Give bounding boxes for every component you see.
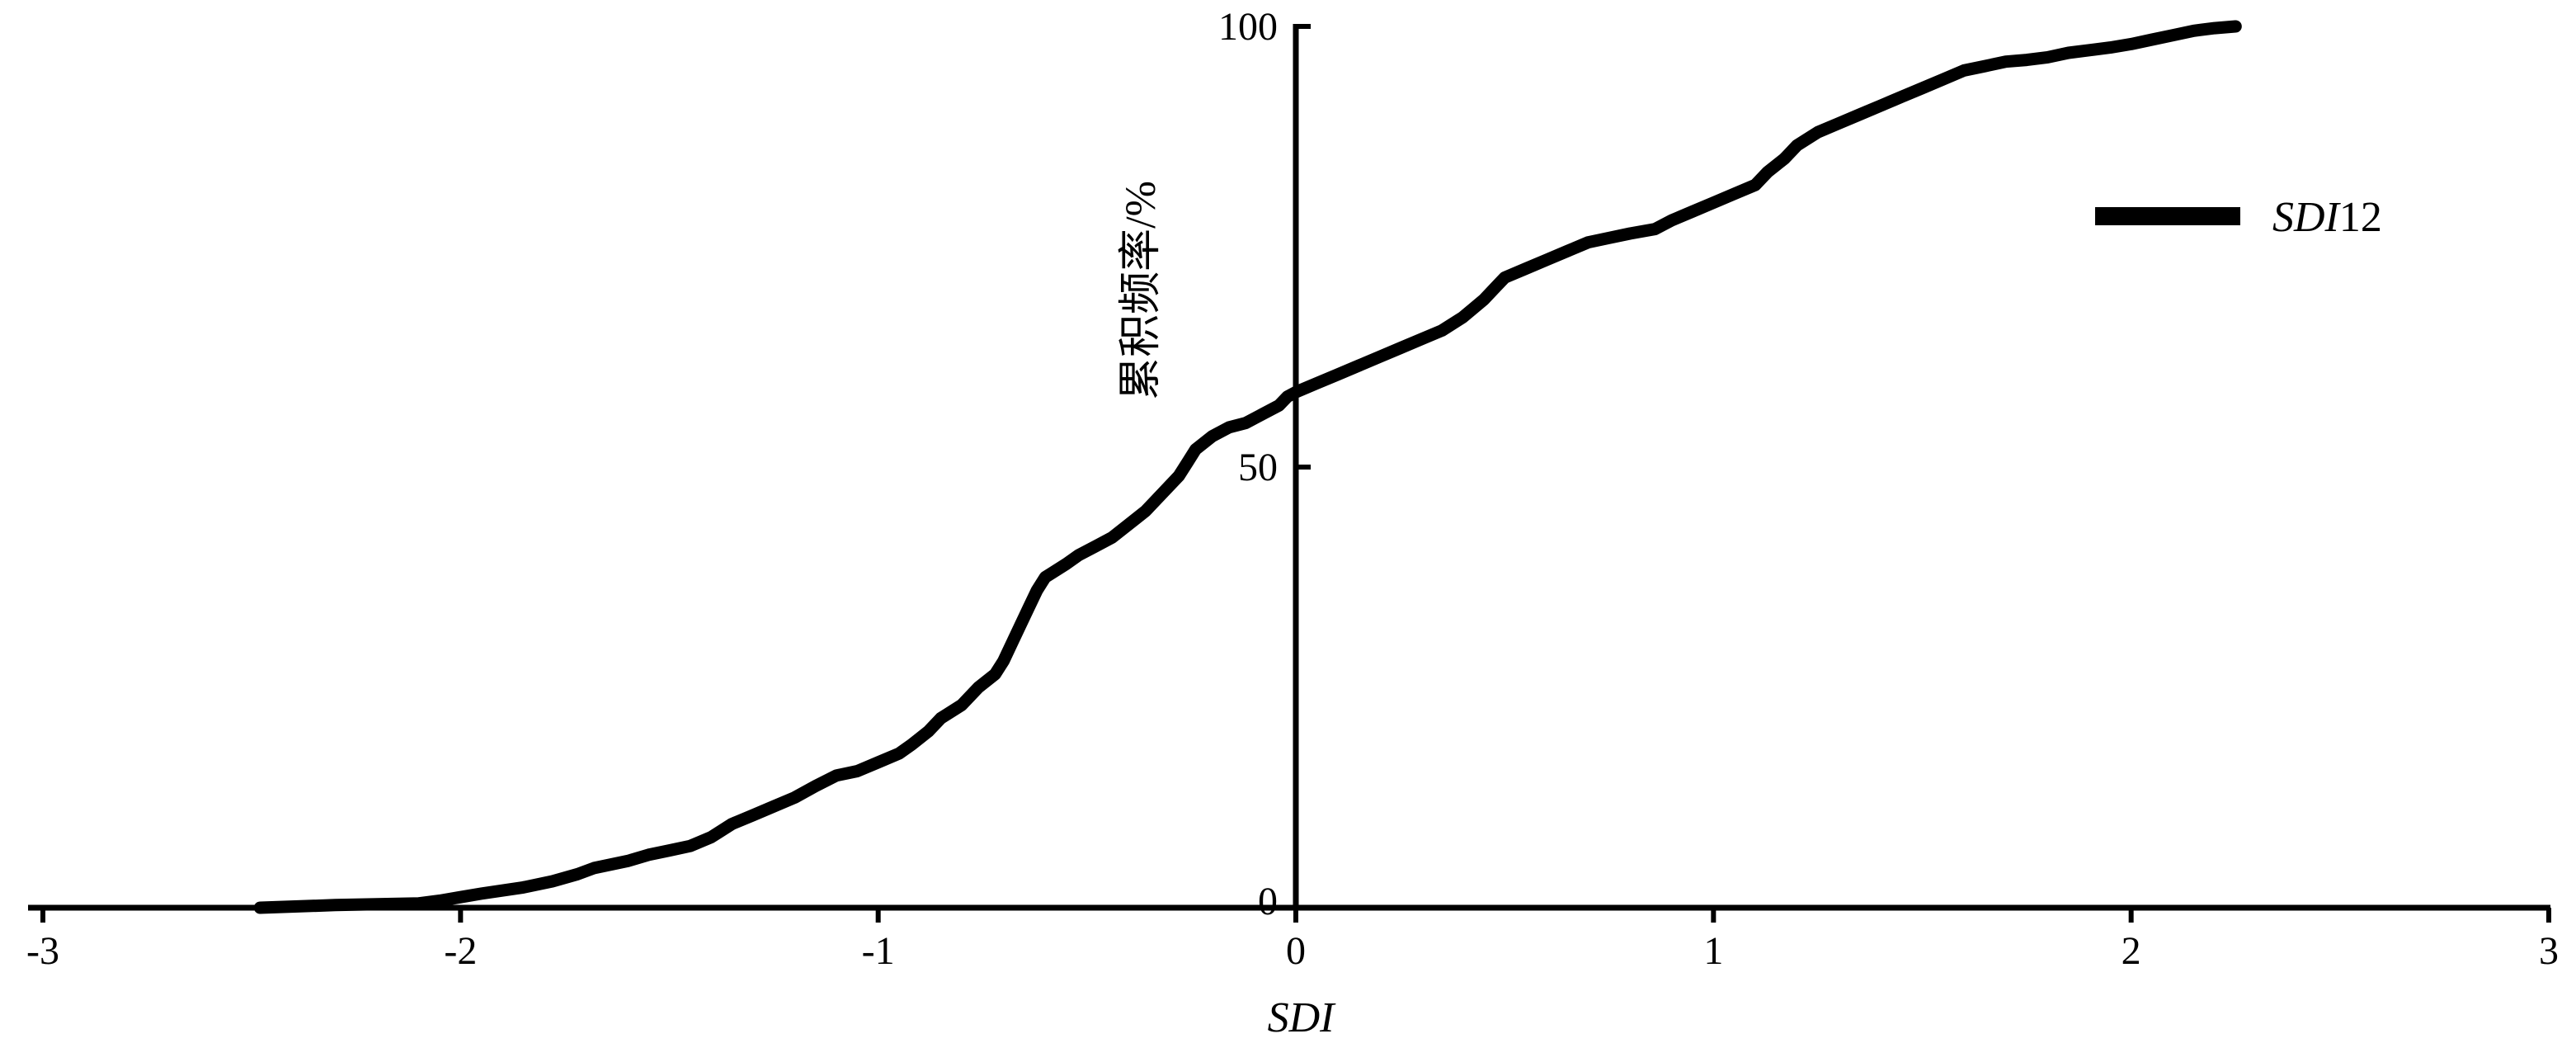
legend-label: SDI12 [2272,194,2382,241]
x-tick-label: -2 [444,929,477,973]
legend: SDI12 [2095,194,2382,241]
x-tick-label: -1 [862,929,895,973]
y-tick-label: 50 [1238,446,1278,489]
y-tick-label: 0 [1258,880,1278,923]
x-tick-label: 3 [2539,929,2559,973]
x-tick-label: 2 [2122,929,2141,973]
x-tick-label: 1 [1703,929,1723,973]
axes [28,24,2550,911]
x-ticks: -3 -2 -1 0 1 2 3 [26,908,2559,973]
y-ticks: 0 50 100 [1218,5,1311,923]
x-axis-title: SDI [1268,994,1337,1041]
series-layer [253,20,2242,914]
legend-label-plain: 12 [2339,194,2382,241]
legend-label-italic: SDI [2272,194,2342,241]
series-line [253,20,2242,914]
x-tick-label: 0 [1286,929,1306,973]
y-tick-label: 100 [1218,5,1278,49]
x-tick-label: -3 [26,929,59,973]
y-axis-title: 累积频率/% [1118,181,1165,400]
